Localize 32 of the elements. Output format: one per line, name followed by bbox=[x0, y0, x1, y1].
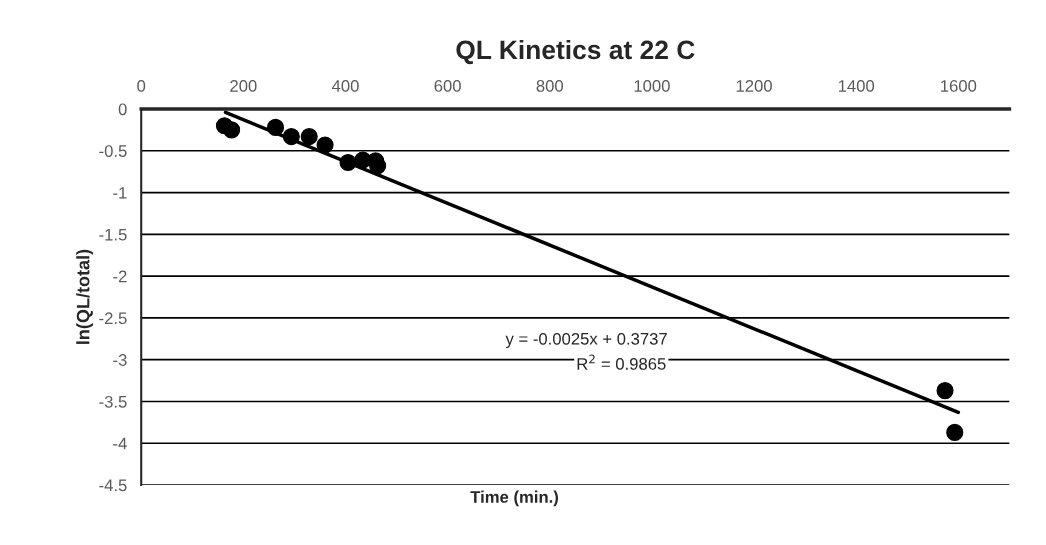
x-axis-title: Time (min.) bbox=[470, 490, 558, 507]
y-tick-label: -2.5 bbox=[99, 312, 127, 325]
x-tick-label: 800 bbox=[536, 80, 564, 92]
y-tick-label: -1.5 bbox=[99, 228, 127, 241]
y-tick-label: -4 bbox=[113, 437, 127, 450]
x-tick-label: 1200 bbox=[736, 80, 772, 92]
point bbox=[266, 118, 285, 136]
x-tick-label: 0 bbox=[137, 80, 146, 92]
x-tick-label: 1400 bbox=[838, 80, 875, 92]
point bbox=[316, 136, 334, 154]
y-tick-label: 0 bbox=[118, 103, 127, 116]
point bbox=[936, 382, 954, 400]
annotation: R$^{2}$ = 0.9865 bbox=[577, 354, 666, 370]
y-tick-label: -2 bbox=[113, 270, 127, 283]
x-tick-label: 1000 bbox=[634, 80, 670, 92]
x-tick-label: 600 bbox=[434, 80, 461, 92]
point bbox=[946, 423, 964, 441]
y-tick-label: -3.5 bbox=[99, 395, 127, 408]
point bbox=[300, 128, 318, 146]
x-tick-label: 400 bbox=[331, 80, 359, 92]
annotation: y = -0.0025x + 0.3737 bbox=[505, 332, 667, 349]
y-tick-label: -4.5 bbox=[99, 479, 127, 492]
y-tick-label: -3 bbox=[113, 354, 127, 366]
x-tick-label: 200 bbox=[230, 80, 257, 92]
point bbox=[223, 121, 241, 139]
point bbox=[339, 153, 357, 172]
point bbox=[282, 128, 300, 146]
y-tick-label: -0.5 bbox=[99, 145, 127, 157]
y-tick-label: -1 bbox=[113, 187, 127, 199]
x-tick-label: 1600 bbox=[941, 80, 977, 92]
y-axis-title: ln(QL/total) bbox=[76, 249, 94, 344]
chart-title: QL Kinetics at 22 C bbox=[456, 39, 695, 65]
